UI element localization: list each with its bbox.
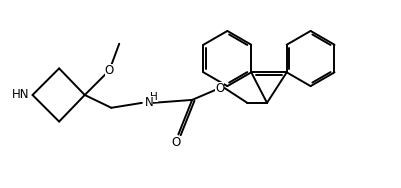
Text: O: O	[215, 82, 224, 95]
Text: H: H	[144, 96, 153, 109]
Text: O: O	[171, 136, 180, 149]
Text: N: N	[144, 96, 153, 109]
Text: HN: HN	[12, 89, 29, 102]
Text: O: O	[105, 64, 114, 77]
Text: H: H	[150, 92, 157, 102]
